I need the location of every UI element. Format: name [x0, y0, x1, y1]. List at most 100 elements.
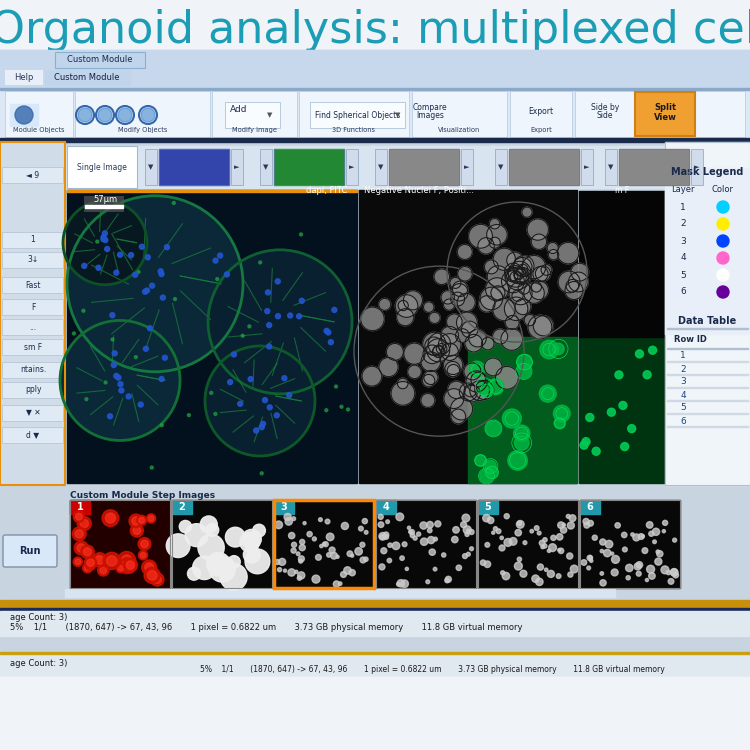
Text: 5: 5 [484, 502, 491, 512]
Circle shape [469, 329, 486, 347]
Circle shape [379, 564, 385, 570]
Circle shape [464, 385, 476, 397]
Circle shape [243, 546, 260, 563]
Circle shape [570, 566, 578, 573]
Circle shape [582, 438, 590, 446]
Circle shape [487, 224, 507, 245]
Circle shape [451, 398, 472, 420]
Bar [376, 500, 476, 588]
Circle shape [523, 541, 526, 544]
Circle shape [395, 295, 418, 317]
Circle shape [324, 328, 329, 333]
Circle shape [628, 424, 636, 433]
Circle shape [469, 362, 485, 377]
Circle shape [496, 367, 518, 389]
Circle shape [485, 460, 496, 472]
Circle shape [147, 571, 157, 580]
Text: Images: Images [416, 112, 444, 121]
Circle shape [141, 540, 148, 548]
Circle shape [407, 526, 410, 530]
Text: Modify Image: Modify Image [232, 127, 277, 133]
Circle shape [76, 513, 82, 520]
Bar [667, 231, 748, 232]
Bar [667, 400, 748, 401]
Text: 1: 1 [76, 502, 83, 512]
Bar [299, 91, 409, 137]
Circle shape [398, 378, 408, 388]
Circle shape [717, 252, 729, 264]
Circle shape [238, 401, 243, 406]
Text: age Count: 3): age Count: 3) [10, 658, 68, 668]
Circle shape [452, 536, 458, 543]
Circle shape [485, 278, 508, 301]
Circle shape [657, 550, 663, 557]
Bar [0, 90, 750, 138]
Circle shape [285, 518, 292, 525]
Circle shape [475, 454, 486, 466]
Bar [260, 149, 272, 185]
Circle shape [118, 551, 136, 569]
Circle shape [73, 527, 86, 541]
Text: ▼: ▼ [498, 164, 504, 170]
Circle shape [543, 538, 548, 542]
Circle shape [590, 560, 592, 562]
Circle shape [118, 382, 123, 387]
Circle shape [554, 418, 566, 429]
Bar [70, 500, 170, 588]
Text: 2: 2 [680, 220, 686, 229]
Circle shape [445, 578, 449, 583]
Bar [667, 265, 748, 266]
Circle shape [405, 567, 409, 571]
Circle shape [542, 544, 547, 548]
Circle shape [67, 196, 243, 372]
Bar [2, 362, 63, 378]
Circle shape [124, 558, 137, 572]
Text: ▼: ▼ [267, 112, 272, 118]
Bar [172, 500, 272, 588]
Circle shape [489, 237, 500, 248]
Circle shape [638, 534, 644, 539]
Circle shape [507, 271, 518, 282]
Text: Add: Add [230, 106, 248, 115]
Circle shape [500, 536, 503, 539]
Bar [665, 142, 750, 485]
Text: Result View: Result View [640, 127, 680, 133]
Circle shape [260, 472, 263, 475]
Circle shape [548, 250, 559, 259]
Circle shape [514, 425, 530, 442]
Bar [0, 608, 750, 611]
Circle shape [429, 549, 436, 555]
Circle shape [549, 544, 556, 551]
Circle shape [433, 567, 436, 571]
Circle shape [300, 539, 304, 544]
Circle shape [527, 219, 548, 240]
Circle shape [504, 297, 528, 320]
Bar [10, 104, 38, 126]
FancyBboxPatch shape [3, 535, 57, 567]
Text: Organoid analysis: multiplexed cell scoring: Organoid analysis: multiplexed cell scor… [0, 8, 750, 52]
Circle shape [77, 544, 86, 552]
Text: ►: ► [464, 164, 470, 170]
Circle shape [107, 414, 112, 419]
Bar [509, 149, 579, 185]
Circle shape [532, 575, 539, 583]
Circle shape [118, 566, 124, 571]
Bar [667, 196, 748, 197]
Circle shape [164, 244, 170, 250]
Circle shape [470, 547, 473, 550]
Circle shape [349, 569, 355, 576]
Circle shape [333, 581, 340, 587]
Bar [412, 91, 507, 137]
Circle shape [537, 564, 544, 570]
Circle shape [633, 534, 640, 541]
Circle shape [142, 290, 148, 294]
Circle shape [451, 284, 468, 301]
Circle shape [461, 321, 478, 338]
Circle shape [274, 413, 279, 418]
Circle shape [514, 268, 529, 283]
Circle shape [469, 530, 474, 535]
Bar [665, 168, 750, 334]
Text: Custom Module: Custom Module [54, 74, 120, 82]
Circle shape [662, 520, 668, 526]
Circle shape [510, 272, 521, 283]
